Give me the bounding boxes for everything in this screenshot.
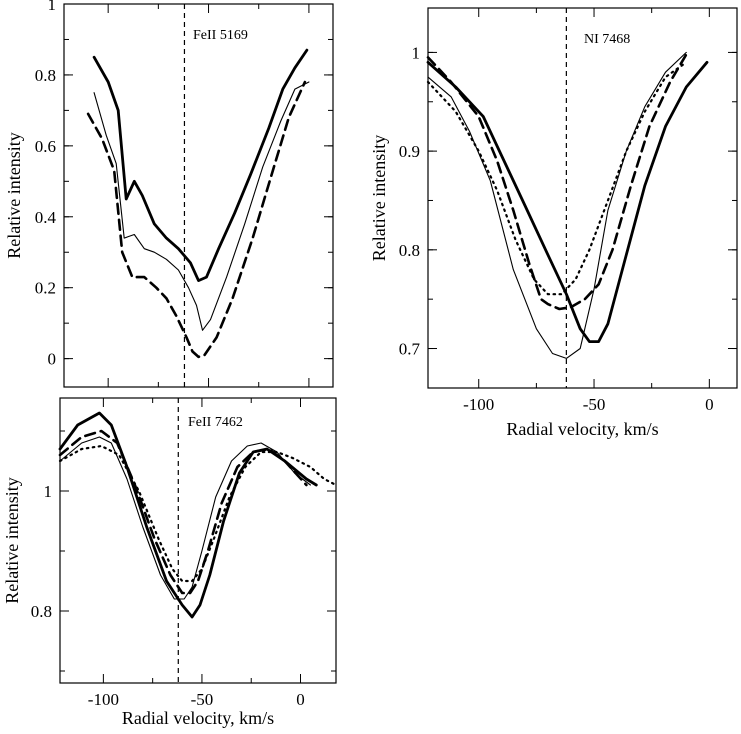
y-tick-label: 1	[412, 43, 421, 62]
panel-title: FeII 5169	[193, 28, 248, 43]
y-tick-label: 0.2	[35, 279, 56, 298]
y-tick-label: 0.6	[35, 137, 56, 156]
series-line-dotted	[58, 444, 338, 583]
x-tick-label: -50	[191, 690, 214, 709]
series-line-dashed	[58, 429, 308, 595]
x-tick-label: 0	[705, 395, 714, 414]
y-tick-label: 0.8	[31, 602, 52, 621]
x-axis-label: Radial velocity, km/s	[122, 708, 274, 728]
x-tick-label: -100	[88, 690, 119, 709]
series-line-dashed	[86, 80, 307, 359]
y-tick-label: 0.8	[35, 66, 56, 85]
plot-frame	[63, 3, 334, 388]
x-axis-label: Radial velocity, km/s	[506, 419, 658, 439]
series-line-dotted	[426, 61, 688, 296]
y-tick-label: 0.4	[35, 208, 57, 227]
y-tick-label: 0	[48, 350, 57, 369]
series-line-solid-thin	[427, 51, 687, 359]
panel-feii-5169: 0 0.2 0.4 0.6 0.8 1 FeII 5169 Relative intensit…	[4, 0, 334, 388]
y-axis-label: Relative intensity	[2, 477, 22, 603]
series-line-solid-thick	[426, 60, 709, 343]
series-line-dashed	[426, 53, 688, 311]
y-tick-label: 1	[44, 482, 53, 501]
x-tick-label: -50	[583, 395, 606, 414]
plot-frame	[59, 397, 337, 684]
y-axis-label: Relative intensity	[4, 132, 24, 258]
x-tick-label: -100	[463, 395, 494, 414]
y-tick-label: 0.9	[399, 142, 420, 161]
series-line-solid-thin	[93, 81, 310, 331]
y-tick-label: 0.8	[399, 241, 420, 260]
panel-ni-7468: 0.7 0.8 0.9 1 -100 -50 0 NI 7468 Relative intens…	[369, 7, 738, 439]
x-tick-label: 0	[296, 690, 305, 709]
series-line-solid-thick	[92, 48, 309, 282]
series-line-solid-thick	[58, 411, 318, 619]
panel-title: NI 7468	[584, 32, 630, 47]
plot-frame	[427, 7, 738, 389]
y-tick-label: 1	[48, 0, 57, 14]
panel-title: FeII 7462	[188, 415, 243, 430]
y-tick-label: 0.7	[399, 340, 421, 359]
y-axis-label: Relative intensity	[369, 135, 389, 261]
panel-feii-7462: 0.8 1 -100 -50 0 FeII 7462 Relative intensity R…	[2, 397, 338, 728]
series-line-solid-thin	[59, 436, 311, 600]
